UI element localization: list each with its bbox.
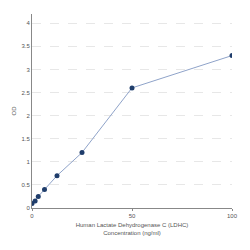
- svg-text:3: 3: [26, 67, 30, 73]
- svg-text:0: 0: [26, 205, 30, 211]
- svg-text:4: 4: [26, 20, 30, 26]
- svg-text:100: 100: [227, 213, 238, 219]
- svg-text:0: 0: [30, 213, 34, 219]
- svg-text:2: 2: [26, 113, 30, 119]
- svg-text:2.5: 2.5: [21, 90, 30, 96]
- svg-text:1: 1: [26, 159, 30, 165]
- svg-text:OD: OD: [11, 106, 17, 116]
- svg-text:1.5: 1.5: [21, 136, 30, 142]
- svg-text:0.5: 0.5: [21, 182, 30, 188]
- svg-text:50: 50: [129, 213, 136, 219]
- svg-text:3.5: 3.5: [21, 43, 30, 49]
- svg-text:Human Lactate Dehydrogenase C: Human Lactate Dehydrogenase C (LDHC)Conc…: [76, 222, 189, 236]
